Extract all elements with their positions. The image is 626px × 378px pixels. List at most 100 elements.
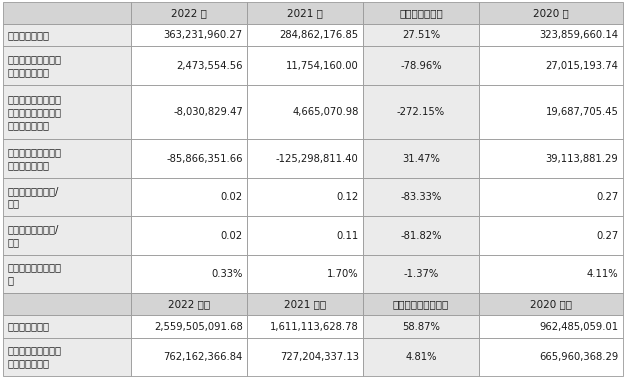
Text: 665,960,368.29: 665,960,368.29 (539, 352, 618, 362)
Bar (247, 293, 363, 315)
Bar (3, 2, 131, 24)
Bar (247, 255, 363, 293)
Text: 1,611,113,628.78: 1,611,113,628.78 (270, 322, 359, 332)
Bar (3, 293, 131, 315)
Bar (479, 85, 623, 139)
Text: 0.02: 0.02 (221, 231, 243, 240)
Bar (247, 139, 363, 178)
Text: 经营活动产生的现金
流量净额（元）: 经营活动产生的现金 流量净额（元） (8, 147, 61, 170)
Bar (3, 338, 131, 376)
Bar (131, 255, 247, 293)
Bar (363, 24, 479, 46)
Text: 营业收入（元）: 营业收入（元） (8, 30, 49, 40)
Text: 0.12: 0.12 (336, 192, 359, 202)
Bar (479, 255, 623, 293)
Bar (3, 216, 131, 255)
Text: 27.51%: 27.51% (402, 30, 440, 40)
Bar (363, 216, 479, 255)
Text: 4.81%: 4.81% (405, 352, 437, 362)
Text: 加权平均净资产收益
率: 加权平均净资产收益 率 (8, 263, 61, 285)
Bar (247, 2, 363, 24)
Bar (479, 2, 623, 24)
Text: 2,559,505,091.68: 2,559,505,091.68 (154, 322, 243, 332)
Text: 39,113,881.29: 39,113,881.29 (546, 154, 618, 164)
Text: 2020 年末: 2020 年末 (530, 299, 572, 309)
Text: 本年末比上年末增减: 本年末比上年末增减 (393, 299, 449, 309)
Text: 2021 年末: 2021 年末 (284, 299, 326, 309)
Text: 0.27: 0.27 (596, 192, 618, 202)
Text: 4,665,070.98: 4,665,070.98 (292, 107, 359, 117)
Bar (3, 46, 131, 85)
Text: 27,015,193.74: 27,015,193.74 (546, 60, 618, 71)
Bar (3, 255, 131, 293)
Bar (131, 338, 247, 376)
Bar (479, 216, 623, 255)
Bar (131, 178, 247, 216)
Bar (131, 2, 247, 24)
Text: 2021 年: 2021 年 (287, 8, 323, 18)
Text: 2022 年末: 2022 年末 (168, 299, 210, 309)
Bar (363, 315, 479, 338)
Bar (247, 46, 363, 85)
Bar (363, 46, 479, 85)
Bar (3, 139, 131, 178)
Text: -85,866,351.66: -85,866,351.66 (167, 154, 243, 164)
Text: 稀释每股收益（元/
股）: 稀释每股收益（元/ 股） (8, 224, 59, 247)
Text: 962,485,059.01: 962,485,059.01 (540, 322, 618, 332)
Bar (131, 216, 247, 255)
Text: 19,687,705.45: 19,687,705.45 (546, 107, 618, 117)
Bar (479, 315, 623, 338)
Bar (363, 178, 479, 216)
Text: -78.96%: -78.96% (400, 60, 442, 71)
Text: 归属于上市公司股东
的扣除非经常性损益
的净利润（元）: 归属于上市公司股东 的扣除非经常性损益 的净利润（元） (8, 94, 61, 130)
Bar (479, 338, 623, 376)
Text: -272.15%: -272.15% (397, 107, 445, 117)
Text: 0.33%: 0.33% (212, 269, 243, 279)
Bar (363, 85, 479, 139)
Bar (3, 178, 131, 216)
Text: 363,231,960.27: 363,231,960.27 (164, 30, 243, 40)
Bar (247, 24, 363, 46)
Text: -8,030,829.47: -8,030,829.47 (173, 107, 243, 117)
Text: -1.37%: -1.37% (403, 269, 439, 279)
Text: 0.27: 0.27 (596, 231, 618, 240)
Text: 284,862,176.85: 284,862,176.85 (280, 30, 359, 40)
Text: 323,859,660.14: 323,859,660.14 (540, 30, 618, 40)
Bar (131, 293, 247, 315)
Text: 2020 年: 2020 年 (533, 8, 569, 18)
Bar (131, 85, 247, 139)
Bar (479, 178, 623, 216)
Text: 762,162,366.84: 762,162,366.84 (163, 352, 243, 362)
Bar (363, 293, 479, 315)
Bar (3, 85, 131, 139)
Bar (479, 293, 623, 315)
Text: 2,473,554.56: 2,473,554.56 (177, 60, 243, 71)
Text: -83.33%: -83.33% (401, 192, 441, 202)
Text: 58.87%: 58.87% (402, 322, 440, 332)
Bar (247, 338, 363, 376)
Text: 31.47%: 31.47% (402, 154, 440, 164)
Text: 0.02: 0.02 (221, 192, 243, 202)
Bar (363, 139, 479, 178)
Bar (3, 24, 131, 46)
Text: 基本每股收益（元/
股）: 基本每股收益（元/ 股） (8, 186, 59, 209)
Bar (247, 216, 363, 255)
Text: 归属于上市公司股东
的净利润（元）: 归属于上市公司股东 的净利润（元） (8, 54, 61, 77)
Text: 资产总额（元）: 资产总额（元） (8, 322, 49, 332)
Text: 1.70%: 1.70% (327, 269, 359, 279)
Bar (479, 46, 623, 85)
Text: 2022 年: 2022 年 (172, 8, 207, 18)
Bar (3, 315, 131, 338)
Bar (363, 338, 479, 376)
Text: 4.11%: 4.11% (587, 269, 618, 279)
Bar (131, 46, 247, 85)
Text: 归属于上市公司股东
的净资产（元）: 归属于上市公司股东 的净资产（元） (8, 345, 61, 368)
Text: 727,204,337.13: 727,204,337.13 (280, 352, 359, 362)
Text: 0.11: 0.11 (336, 231, 359, 240)
Text: 本年比上年增减: 本年比上年增减 (399, 8, 443, 18)
Bar (479, 24, 623, 46)
Text: 11,754,160.00: 11,754,160.00 (286, 60, 359, 71)
Bar (363, 2, 479, 24)
Bar (363, 255, 479, 293)
Bar (131, 139, 247, 178)
